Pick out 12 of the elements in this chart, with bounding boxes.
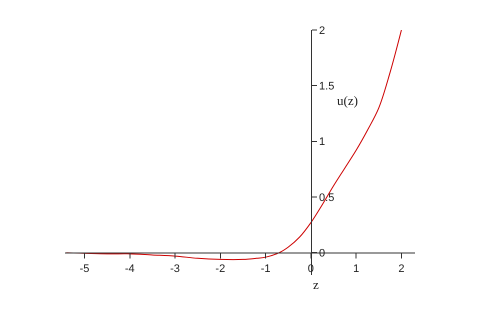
- y-tick-label: 1.5: [319, 80, 334, 93]
- x-tick-label: -4: [124, 262, 135, 275]
- x-tick-label: -1: [260, 262, 270, 275]
- annotation: u(z): [337, 93, 358, 108]
- x-tick-label: 1: [353, 262, 360, 275]
- y-tick-label: 1: [319, 136, 326, 148]
- x-tick-label: 2: [398, 262, 404, 275]
- x-tick-label: -5: [80, 262, 90, 275]
- x-tick-label: -2: [215, 262, 226, 275]
- y-tick-label: 2: [319, 24, 326, 37]
- x-tick-label: -3: [170, 262, 180, 275]
- x-axis-title: z: [313, 277, 319, 292]
